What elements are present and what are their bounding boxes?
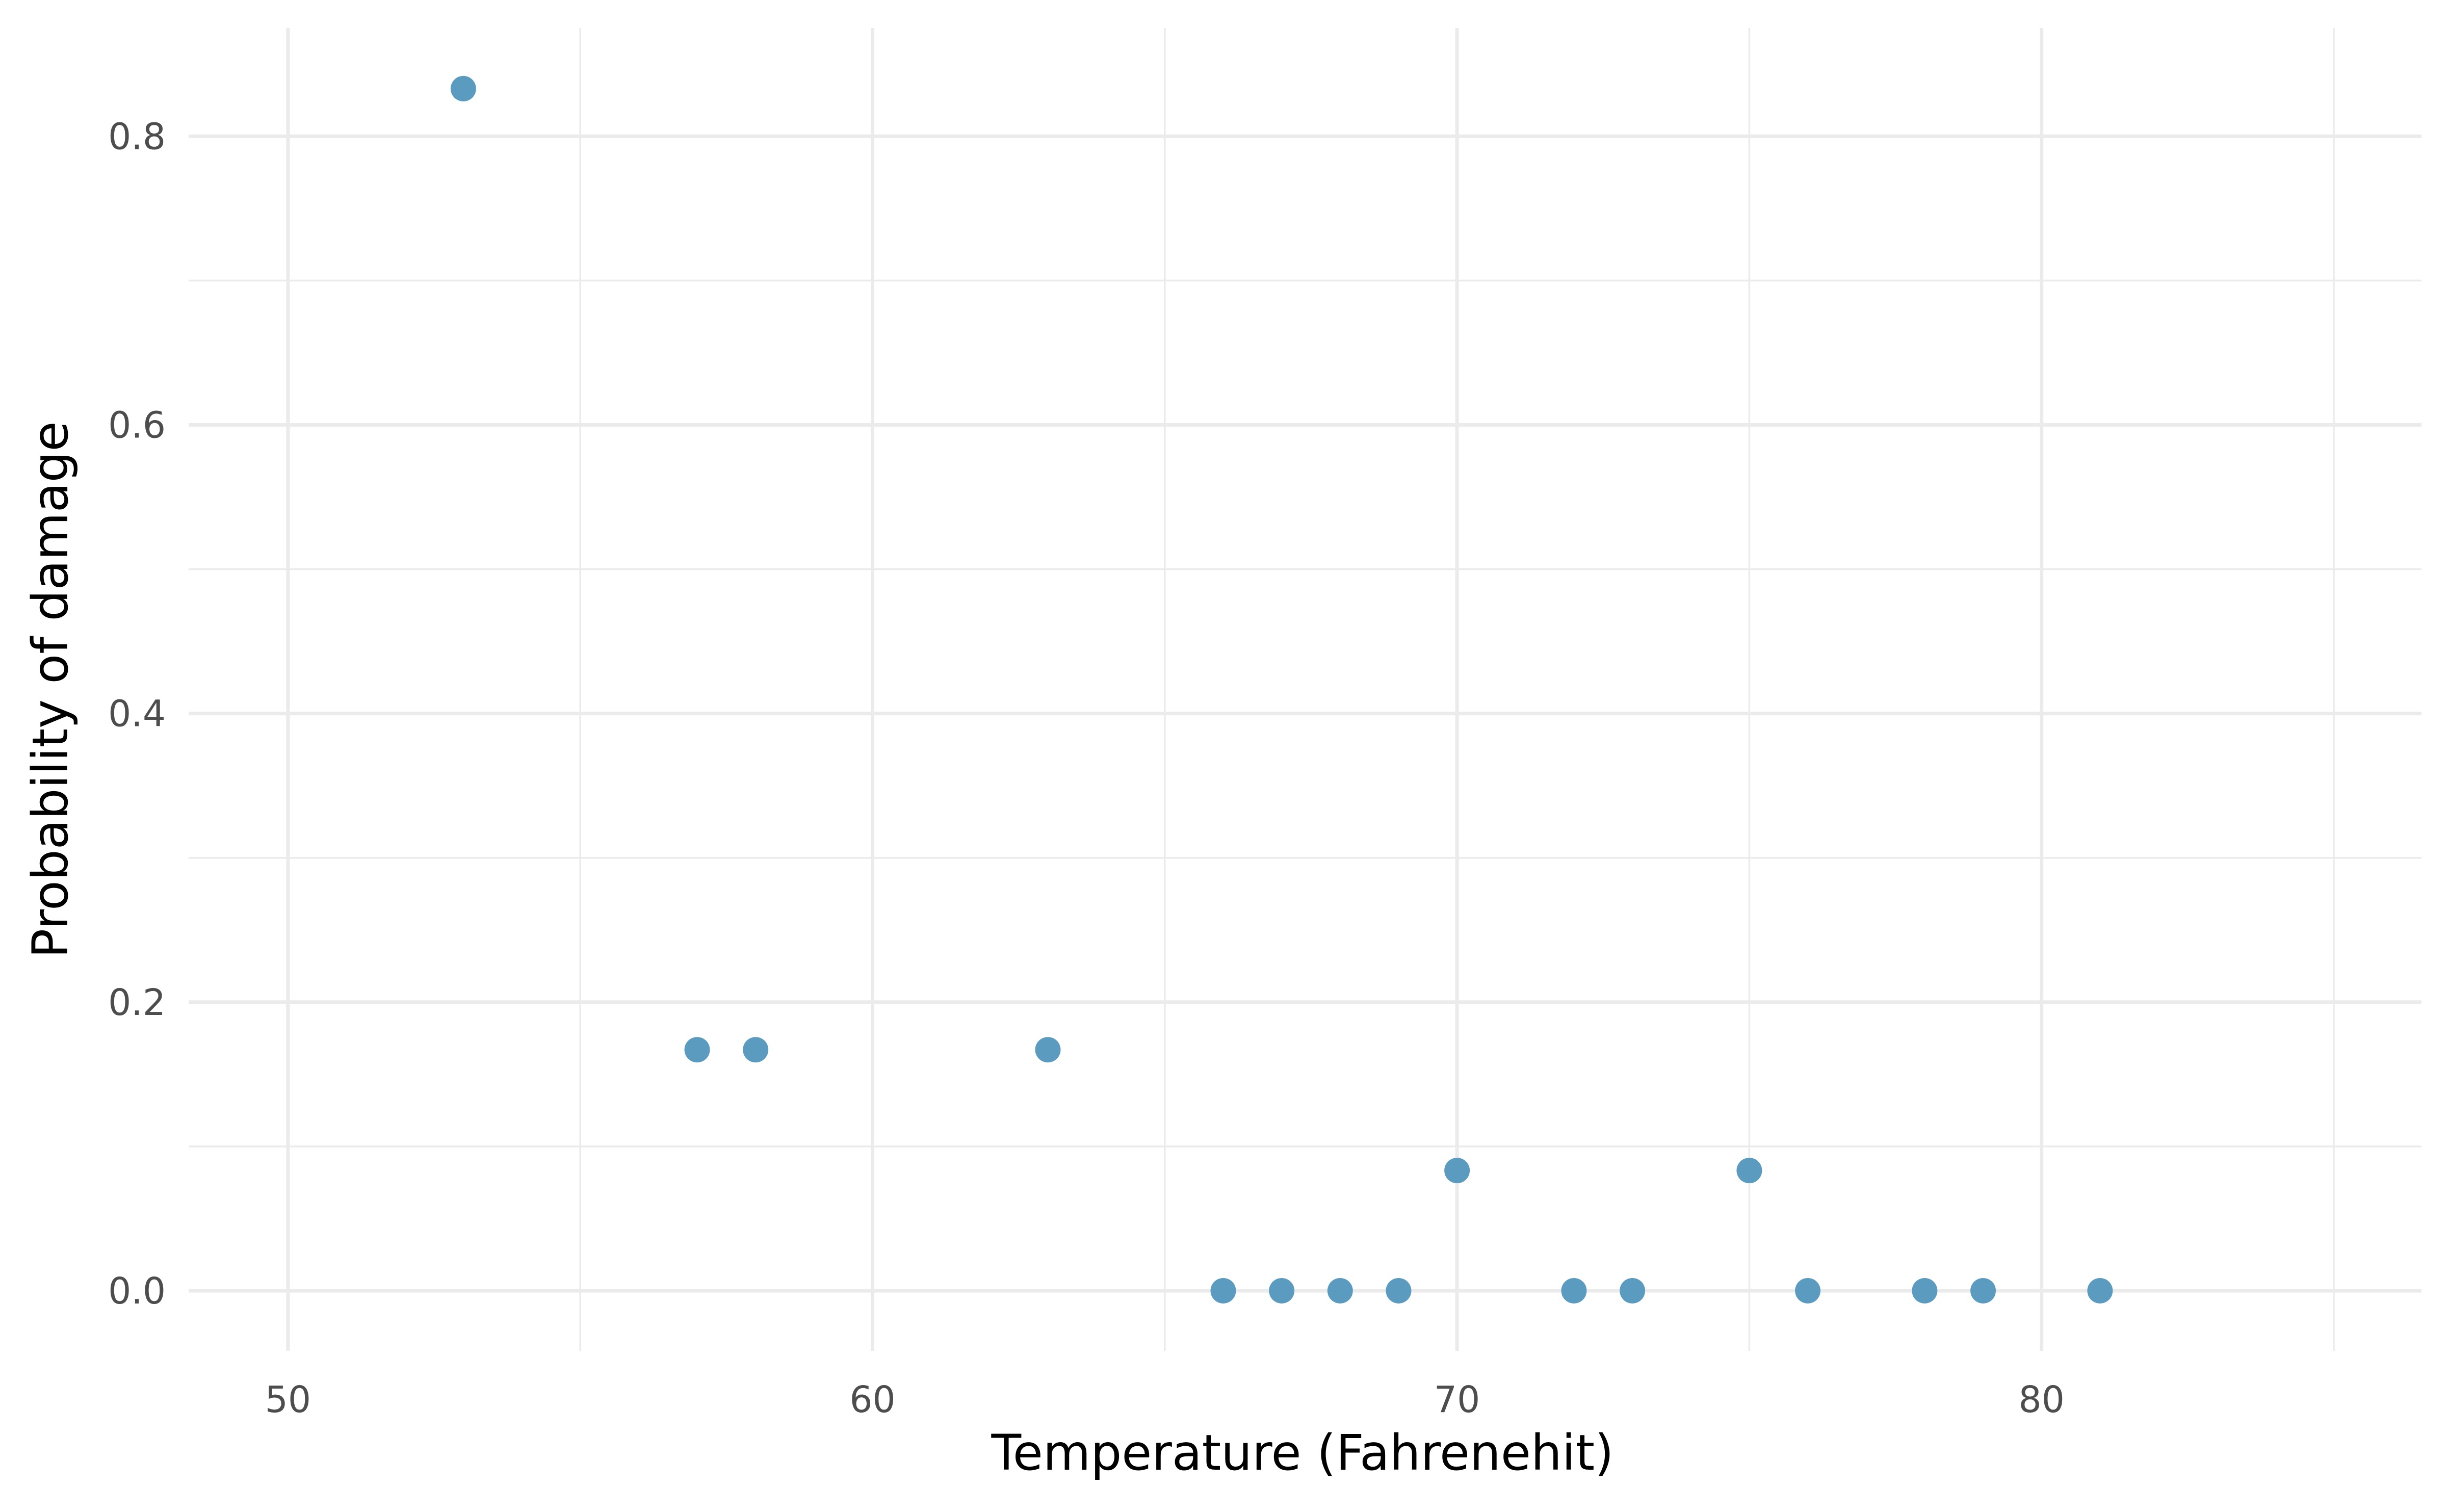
data-point [1386,1278,1412,1304]
data-point [1970,1278,1996,1304]
y-tick-label: 0.8 [108,115,166,158]
major-gridlines [189,28,2422,1351]
data-point [684,1037,710,1063]
y-tick-label: 0.0 [108,1270,166,1312]
data-point [743,1037,769,1063]
data-point [1035,1037,1061,1063]
x-tick-label: 60 [849,1378,895,1421]
y-axis-title: Probability of damage [22,421,79,958]
data-point [1269,1278,1295,1304]
data-point [1561,1278,1587,1304]
y-axis-tick-labels: 0.0 0.2 0.4 0.6 0.8 [108,115,166,1312]
x-axis-title: Temperature (Fahrenehit) [991,1424,1613,1481]
data-points [450,75,2113,1304]
data-point [1736,1158,1762,1184]
data-point [2087,1278,2113,1304]
y-tick-label: 0.2 [108,981,166,1024]
x-tick-label: 50 [265,1378,311,1421]
x-tick-label: 70 [1434,1378,1480,1421]
data-point [1444,1158,1470,1184]
data-point [1327,1278,1353,1304]
data-point [450,75,476,101]
data-point [1795,1278,1821,1304]
data-point [1210,1278,1236,1304]
data-point [1912,1278,1938,1304]
minor-gridlines [189,28,2422,1351]
y-tick-label: 0.6 [108,404,166,446]
y-tick-label: 0.4 [108,693,166,735]
data-point [1620,1278,1646,1304]
x-axis-tick-labels: 50 60 70 80 [265,1378,2065,1421]
x-tick-label: 80 [2019,1378,2065,1421]
